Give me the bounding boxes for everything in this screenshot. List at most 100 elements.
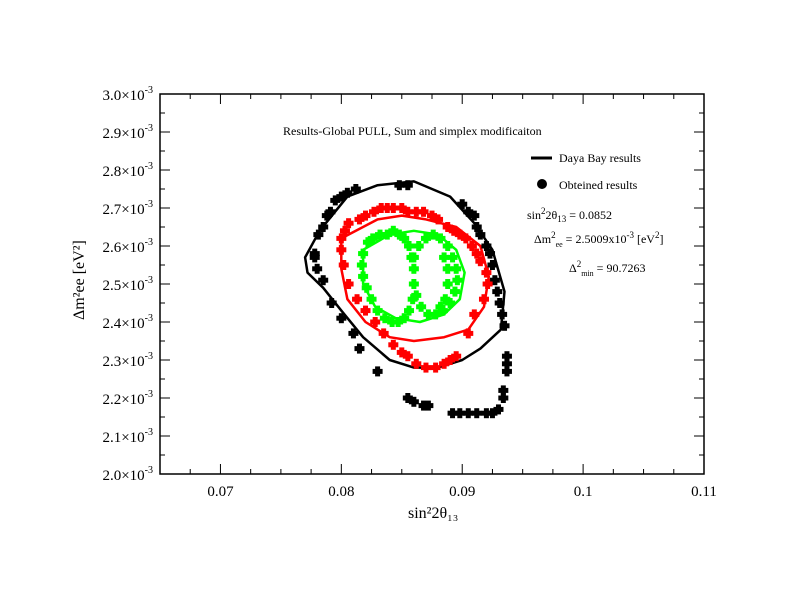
- x-tick-label: 0.1: [574, 484, 593, 500]
- data-point: [318, 222, 329, 232]
- data-point: [447, 252, 458, 263]
- data-point: [396, 203, 407, 213]
- data-point: [457, 199, 468, 210]
- y-tick-label: 2.6×10-3: [102, 237, 153, 256]
- x-axis-label: sin²2θ₁₃: [408, 505, 458, 522]
- data-point: [469, 210, 480, 221]
- data-point: [352, 294, 363, 305]
- data-point: [445, 298, 456, 308]
- data-point: [336, 191, 347, 202]
- legend-dot-swatch: [537, 179, 547, 189]
- contour-line: [303, 180, 506, 369]
- data-point: [368, 206, 379, 217]
- data-point: [487, 408, 498, 419]
- data-point: [442, 279, 453, 289]
- data-point: [318, 275, 329, 286]
- x-tick-label: 0.07: [207, 484, 234, 500]
- data-point: [362, 237, 373, 248]
- data-point: [321, 210, 332, 221]
- data-point: [463, 408, 474, 419]
- data-point: [399, 313, 410, 324]
- data-point: [408, 396, 419, 407]
- data-point: [482, 279, 493, 289]
- data-point: [478, 294, 489, 305]
- data-point: [454, 229, 465, 240]
- data-point: [494, 298, 505, 308]
- data-point: [471, 222, 482, 232]
- data-point: [440, 294, 451, 305]
- y-tick-label: 2.5×10-3: [102, 275, 153, 294]
- data-point: [475, 229, 486, 240]
- data-point: [430, 362, 441, 373]
- data-point: [418, 206, 429, 217]
- x-tick-label: 0.09: [449, 484, 475, 500]
- data-point: [336, 233, 347, 244]
- data-point: [394, 180, 405, 191]
- data-point: [501, 358, 512, 369]
- data-point: [481, 241, 492, 251]
- data-point: [487, 260, 498, 270]
- data-point: [408, 252, 419, 263]
- data-point: [336, 313, 347, 324]
- data-point: [372, 366, 383, 377]
- data-point: [358, 248, 369, 259]
- data-point: [411, 206, 422, 217]
- data-point: [454, 408, 465, 419]
- data-point: [360, 210, 371, 221]
- legend: Daya Bay results Obteined results: [531, 151, 641, 192]
- y-tick-label: 3.0×10-3: [102, 85, 153, 104]
- data-point: [411, 290, 422, 301]
- data-point: [442, 222, 453, 232]
- chart-title: Results-Global PULL, Sum and simplex mod…: [283, 124, 542, 138]
- data-point: [393, 317, 404, 327]
- data-point: [460, 233, 471, 244]
- data-point: [416, 301, 427, 312]
- data-point: [313, 229, 324, 240]
- data-point: [435, 233, 446, 244]
- data-point: [471, 248, 482, 259]
- data-point: [447, 408, 458, 419]
- data-point: [388, 225, 399, 236]
- data-point: [442, 241, 453, 251]
- data-point: [466, 241, 477, 251]
- data-point: [330, 195, 341, 206]
- data-point: [411, 358, 422, 369]
- data-point: [309, 252, 320, 263]
- data-point: [498, 393, 509, 403]
- data-point: [408, 263, 419, 274]
- data-point: [402, 206, 413, 217]
- data-point: [492, 286, 503, 297]
- data-point: [388, 339, 399, 350]
- annotation-chi2: Δ2min = 90.7263: [569, 259, 645, 278]
- data-point: [396, 347, 407, 358]
- data-point: [325, 206, 336, 217]
- data-point: [338, 260, 349, 270]
- data-point: [471, 408, 482, 419]
- data-point: [370, 317, 381, 327]
- data-point: [475, 256, 486, 267]
- data-point: [439, 358, 450, 369]
- data-point: [394, 229, 405, 240]
- data-point: [402, 393, 413, 403]
- y-tick-label: 2.1×10-3: [102, 427, 153, 446]
- data-point: [448, 225, 459, 236]
- data-point: [463, 328, 474, 339]
- data-point: [407, 294, 418, 305]
- data-point: [435, 301, 446, 312]
- data-point: [336, 244, 347, 255]
- data-point: [420, 362, 431, 373]
- data-point: [408, 279, 419, 289]
- data-point: [361, 282, 372, 293]
- y-tick-label: 2.8×10-3: [102, 161, 153, 180]
- data-point: [445, 355, 456, 365]
- data-point: [420, 233, 431, 244]
- data-point: [350, 184, 361, 194]
- y-tick-label: 2.4×10-3: [102, 313, 153, 332]
- data-point: [493, 404, 504, 415]
- data-point: [442, 263, 453, 274]
- data-point: [452, 275, 463, 286]
- data-point: [430, 309, 441, 320]
- data-point: [404, 241, 415, 251]
- data-point: [481, 408, 492, 419]
